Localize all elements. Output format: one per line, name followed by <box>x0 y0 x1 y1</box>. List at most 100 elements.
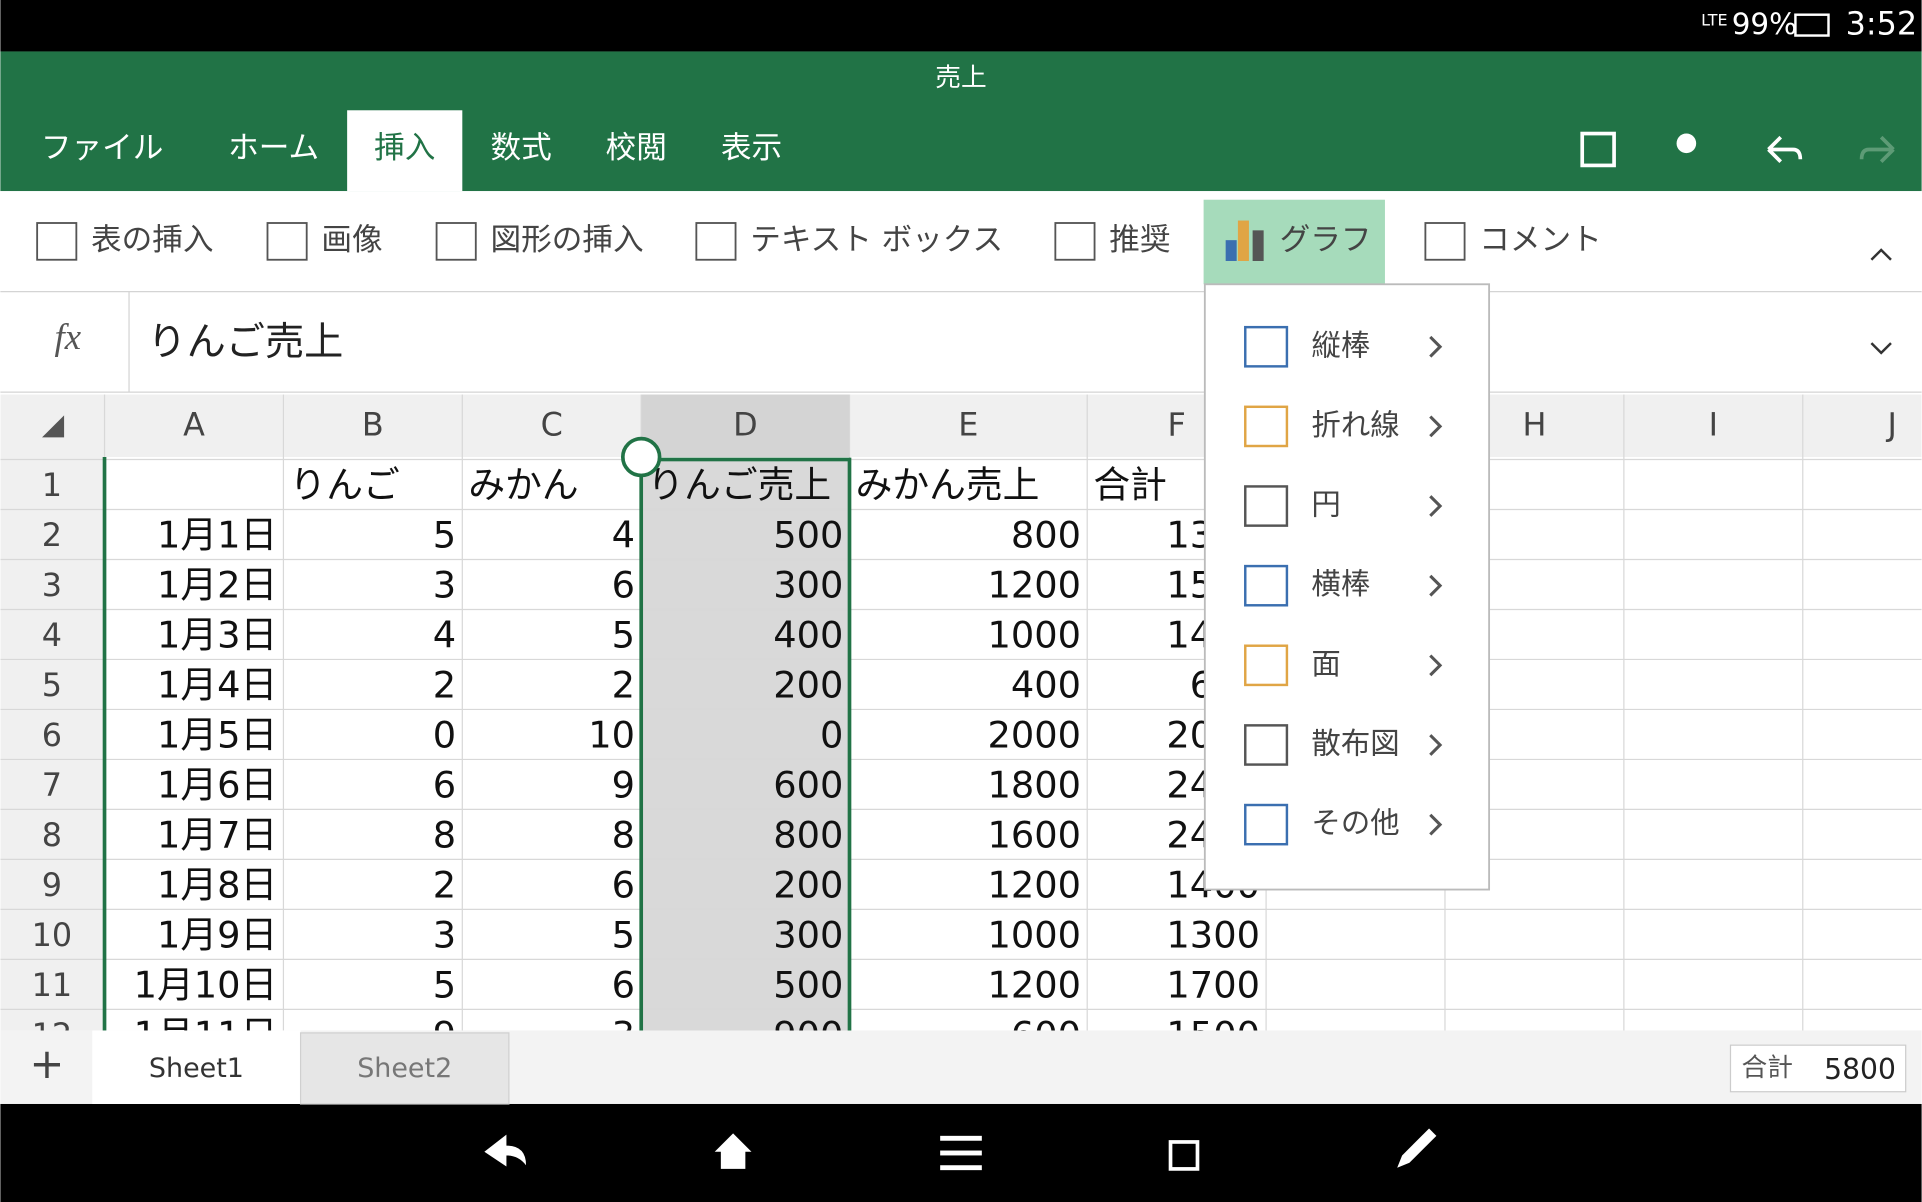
battery: 99% <box>1732 7 1797 41</box>
redo-icon[interactable] <box>1859 135 1895 164</box>
chart-menu-item[interactable]: 折れ線 <box>1311 408 1399 442</box>
tab[interactable]: ファイル <box>41 131 164 166</box>
row-header: 6 <box>42 716 62 754</box>
recent-button[interactable] <box>1168 1140 1200 1171</box>
cell: りんご <box>290 463 400 506</box>
chart-menu-item[interactable]: 横棒 <box>1311 567 1370 601</box>
selection-handle[interactable] <box>620 436 662 478</box>
cell: 6 <box>612 963 635 1006</box>
cell: 800 <box>773 813 843 856</box>
cell: 300 <box>773 563 843 606</box>
cell: 0 <box>433 713 456 756</box>
save-icon[interactable] <box>1580 131 1616 168</box>
ribbon-item[interactable]: テキスト ボックス <box>750 223 1003 258</box>
ribbon-icon <box>1424 222 1466 261</box>
cell: 4 <box>433 613 456 656</box>
tab[interactable]: 表示 <box>721 131 782 166</box>
cell: 合計 <box>1093 463 1167 506</box>
cell: 6 <box>433 763 456 806</box>
chart-menu-item[interactable]: その他 <box>1311 806 1399 840</box>
chart-menu-item[interactable]: 面 <box>1311 647 1340 681</box>
add-sheet[interactable]: + <box>29 1039 64 1088</box>
cell: みかん売上 <box>856 463 1040 506</box>
home-button[interactable] <box>714 1133 752 1169</box>
chart-icon-bar <box>1252 230 1264 261</box>
row-header: 3 <box>42 566 62 604</box>
cell: 400 <box>1011 663 1081 706</box>
chevron <box>1429 654 1443 677</box>
undo-icon[interactable] <box>1767 135 1803 164</box>
chart-menu-item[interactable]: 円 <box>1311 488 1340 522</box>
status-bar <box>0 0 1922 52</box>
column-header: E <box>958 405 978 443</box>
sheet-tab-label[interactable]: Sheet2 <box>357 1053 452 1084</box>
chart-menu-item[interactable]: 縦棒 <box>1311 328 1370 362</box>
row-header: 8 <box>42 816 62 854</box>
row-header: 11 <box>32 966 73 1004</box>
row-header: 12 <box>32 1016 73 1054</box>
ribbon-item[interactable]: グラフ <box>1280 223 1372 258</box>
cell: 200 <box>773 863 843 906</box>
expand-icon <box>1870 342 1892 355</box>
pen-button[interactable] <box>1397 1128 1437 1168</box>
back-button[interactable] <box>484 1134 527 1167</box>
column-header: C <box>541 405 563 443</box>
chart-menu-item[interactable]: 散布図 <box>1311 726 1399 760</box>
column-header: D <box>733 405 758 443</box>
cell: 500 <box>773 513 843 556</box>
menu-icon <box>1244 485 1289 527</box>
tab[interactable]: 校閲 <box>606 131 667 166</box>
cell: 1600 <box>988 813 1082 856</box>
cell: 1月7日 <box>157 813 277 856</box>
sheet-tab-label[interactable]: Sheet1 <box>149 1053 244 1084</box>
ribbon-item[interactable]: 推奨 <box>1109 223 1170 258</box>
cell: 5 <box>612 913 635 956</box>
cell: 1月8日 <box>157 863 277 906</box>
share-icon[interactable] <box>1676 133 1697 154</box>
menu-icon <box>1244 803 1289 846</box>
cell: 2000 <box>988 713 1082 756</box>
cell: 5 <box>433 513 456 556</box>
ribbon-item[interactable]: 表の挿入 <box>91 223 214 258</box>
column-header: H <box>1522 405 1546 443</box>
tab[interactable]: 挿入 <box>374 131 435 166</box>
ribbon-item[interactable]: コメント <box>1479 223 1602 258</box>
ribbon-icon <box>1054 222 1096 261</box>
menu-button[interactable] <box>940 1135 982 1141</box>
cell: 600 <box>773 763 843 806</box>
chevron <box>1429 734 1443 756</box>
cell: りんご売上 <box>647 463 831 506</box>
row-header: 4 <box>42 616 62 654</box>
chevron <box>1429 813 1443 836</box>
cell: 6 <box>612 863 635 906</box>
ribbon-icon <box>36 222 78 261</box>
ribbon-item[interactable]: 画像 <box>321 223 382 258</box>
cell: 6 <box>612 563 635 606</box>
menu-icon <box>1244 724 1289 766</box>
ribbon-icon <box>435 222 477 261</box>
cell: 9 <box>612 763 635 806</box>
cell: 600 <box>1011 1013 1081 1056</box>
cell: 1月1日 <box>157 513 277 556</box>
cell: 2 <box>612 663 635 706</box>
cell: 1200 <box>988 963 1082 1006</box>
cell: 200 <box>773 663 843 706</box>
sheet-tab <box>299 1032 510 1105</box>
chart-menu <box>1203 283 1491 891</box>
column-header: J <box>1886 405 1897 443</box>
cell: 9 <box>433 1013 456 1056</box>
ribbon <box>0 191 1922 292</box>
cell: 5 <box>612 613 635 656</box>
tab[interactable]: 数式 <box>490 131 551 166</box>
cell: 1月5日 <box>157 713 277 756</box>
cell: 1200 <box>988 863 1082 906</box>
chevron <box>1429 574 1443 597</box>
doc-title: 売上 <box>935 63 986 93</box>
cell: 800 <box>1011 513 1081 556</box>
ribbon-item[interactable]: 図形の挿入 <box>490 223 643 258</box>
row-header: 1 <box>42 466 62 504</box>
tab[interactable]: ホーム <box>228 131 319 166</box>
header-row <box>0 394 1922 458</box>
cell: 1700 <box>1166 963 1260 1006</box>
